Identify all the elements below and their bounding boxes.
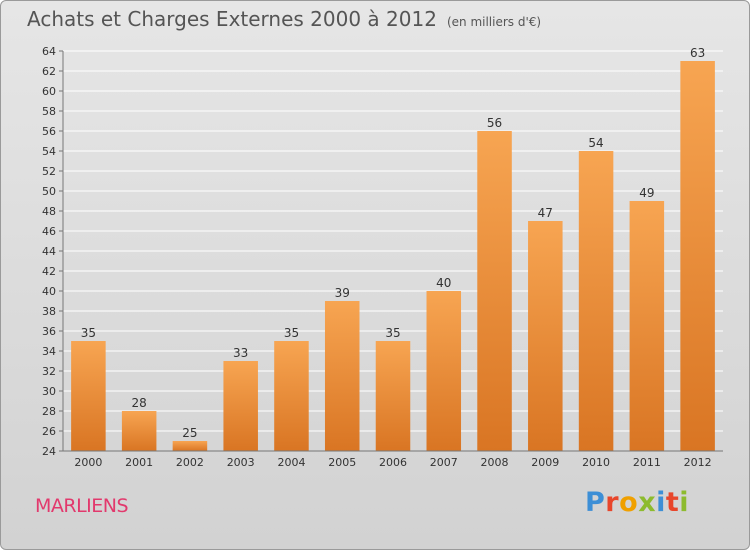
- data-label: 56: [487, 116, 502, 130]
- y-tick-label: 28: [42, 405, 56, 418]
- bar-2000: [71, 341, 106, 451]
- commune-name: MARLIENS: [35, 495, 129, 517]
- data-label: 54: [588, 136, 603, 150]
- y-tick-label: 54: [42, 145, 56, 158]
- data-label: 35: [284, 326, 299, 340]
- y-tick-label: 30: [42, 385, 56, 398]
- x-tick-label: 2000: [74, 456, 102, 469]
- data-label: 39: [335, 286, 350, 300]
- logo-letter: P: [585, 487, 606, 518]
- y-axis: 24 26 28 30 32 34 36 38 40 42 44 46 48 50 52 54 56 58 60 62…: [42, 45, 64, 458]
- x-tick-label: 2006: [379, 456, 407, 469]
- x-axis: 2000 2001 2002 2003 2004 2005 2006 2007 2008 2009…: [63, 450, 723, 469]
- x-tick-label: 2012: [684, 456, 712, 469]
- y-tick-label: 40: [42, 285, 56, 298]
- y-tick-label: 50: [42, 185, 56, 198]
- y-tick-label: 44: [42, 245, 56, 258]
- y-tick-label: 32: [42, 365, 56, 378]
- chart-subtitle: (en milliers d'€): [446, 15, 542, 29]
- y-tick-label: 42: [42, 265, 56, 278]
- data-label: 40: [436, 276, 451, 290]
- x-tick-label: 2005: [328, 456, 356, 469]
- bar-2007: [426, 291, 462, 451]
- y-tick-label: 46: [42, 225, 56, 238]
- bar-2003: [223, 361, 258, 451]
- data-label: 25: [182, 426, 197, 440]
- x-tick-label: 2001: [125, 456, 153, 469]
- bar-2005: [324, 301, 360, 451]
- data-label: 35: [385, 326, 400, 340]
- data-label: 35: [81, 326, 96, 340]
- proxiti-logo[interactable]: Proxiti: [585, 487, 689, 518]
- logo-letter: i: [656, 487, 666, 518]
- y-tick-label: 56: [42, 125, 56, 138]
- y-tick-label: 52: [42, 165, 56, 178]
- bar-2001: [121, 411, 157, 451]
- logo-letter: x: [638, 487, 657, 518]
- chart-title-text: Achats et Charges Externes 2000 à 2012: [27, 7, 437, 31]
- x-tick-label: 2004: [277, 456, 305, 469]
- data-label: 49: [639, 186, 654, 200]
- bar-2006: [375, 341, 411, 451]
- x-tick-label: 2009: [531, 456, 559, 469]
- data-label: 63: [690, 46, 705, 60]
- bar-2004: [274, 341, 309, 451]
- chart-title: Achats et Charges Externes 2000 à 2012 (e…: [27, 7, 541, 31]
- y-tick-label: 62: [42, 65, 56, 78]
- bar-2011: [629, 201, 665, 451]
- bar-2002: [172, 441, 208, 451]
- bar-2009: [528, 221, 563, 451]
- bars: 35 28 25 33 35 39 35 40 56 47 54 49 63: [71, 46, 715, 451]
- bar-2012: [680, 61, 715, 451]
- data-label: 28: [132, 396, 147, 410]
- x-tick-label: 2003: [227, 456, 255, 469]
- bar-2008: [477, 131, 512, 451]
- y-tick-label: 64: [42, 45, 56, 58]
- x-tick-label: 2002: [176, 456, 204, 469]
- x-tick-label: 2010: [582, 456, 610, 469]
- y-tick-label: 36: [42, 325, 56, 338]
- bar-2010: [578, 151, 614, 451]
- logo-letter: i: [679, 487, 690, 518]
- data-label: 47: [538, 206, 553, 220]
- x-tick-label: 2007: [430, 456, 458, 469]
- y-tick-label: 58: [42, 105, 56, 118]
- y-tick-label: 48: [42, 205, 56, 218]
- logo-letter: r: [605, 487, 620, 518]
- y-tick-label: 26: [42, 425, 56, 438]
- logo-letter: t: [665, 487, 680, 518]
- y-tick-label: 34: [42, 345, 56, 358]
- logo-letter: o: [619, 487, 639, 518]
- x-tick-label: 2008: [481, 456, 509, 469]
- y-tick-label: 24: [42, 445, 56, 458]
- y-tick-label: 60: [42, 85, 56, 98]
- y-tick-label: 38: [42, 305, 56, 318]
- data-label: 33: [233, 346, 248, 360]
- x-tick-label: 2011: [633, 456, 661, 469]
